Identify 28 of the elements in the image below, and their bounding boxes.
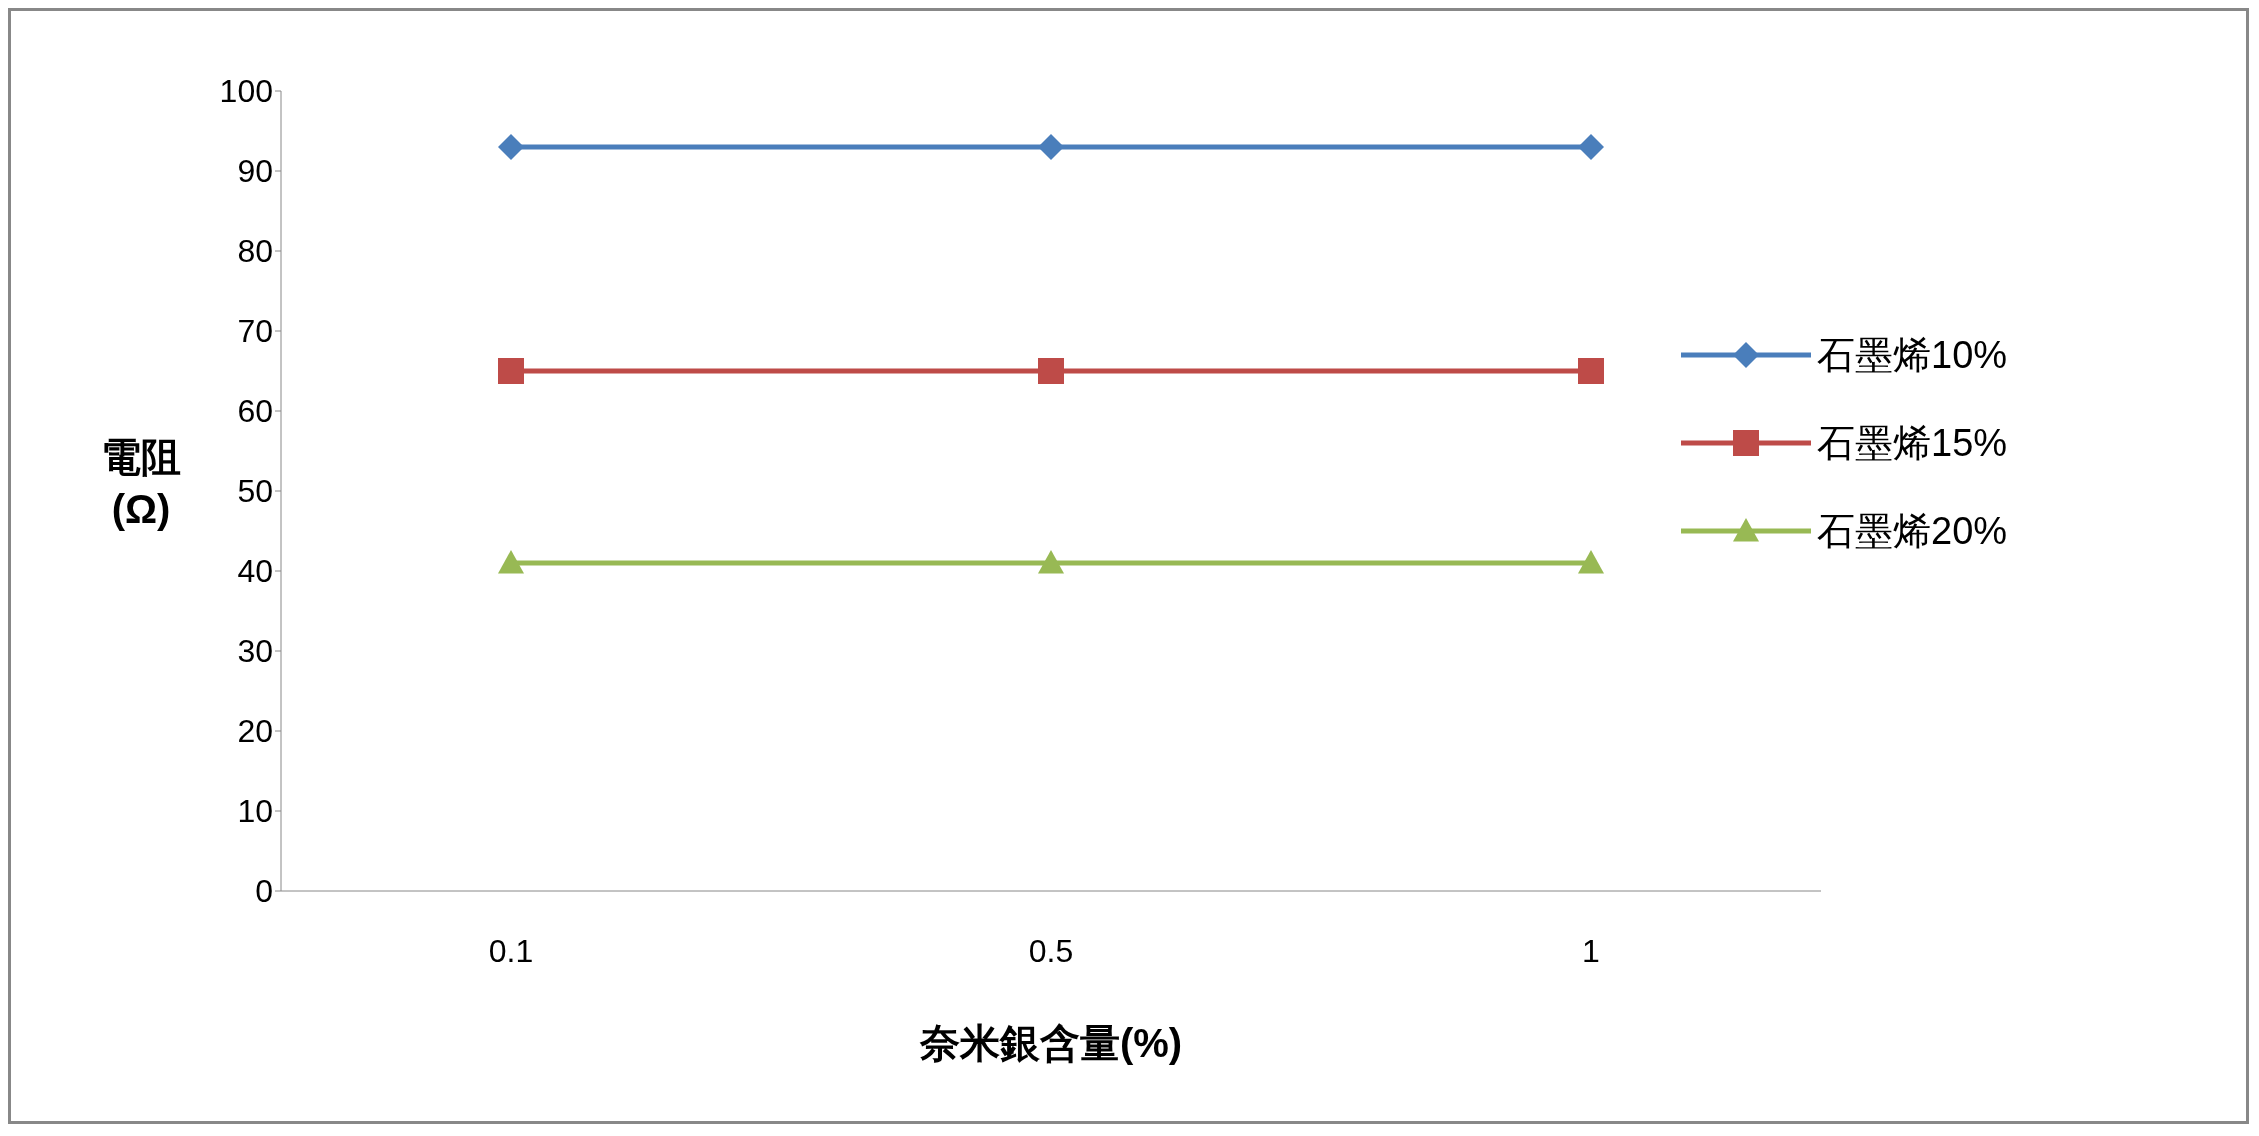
legend-label: 石墨烯10% [1817, 332, 2008, 378]
y-tick-label: 0 [255, 873, 273, 910]
point [1578, 134, 1604, 160]
point [498, 358, 524, 384]
y-tick-label: 90 [237, 153, 273, 190]
point [1578, 358, 1604, 384]
x-tick-label: 0.1 [488, 932, 534, 969]
point [1038, 358, 1064, 384]
point [498, 550, 524, 574]
point [1038, 550, 1064, 574]
y-tick-label: 40 [237, 553, 273, 590]
x-axis-title: 奈米銀含量(%) [918, 1020, 1184, 1067]
y-tick-label: 70 [237, 313, 273, 350]
legend-label: 石墨烯20% [1817, 508, 2008, 554]
x-tick-label: 1 [1582, 932, 1600, 969]
point [1578, 550, 1604, 574]
x-tick-label: 0.5 [1028, 932, 1074, 969]
y-tick-label: 20 [237, 713, 273, 750]
y-tick-label: 100 [219, 73, 273, 110]
y-tick-label: 30 [237, 633, 273, 670]
y-axis-title: 電阻(Ω) [101, 434, 181, 533]
point [498, 134, 524, 160]
y-tick-label: 60 [237, 393, 273, 430]
y-tick-label: 80 [237, 233, 273, 270]
point [1038, 134, 1064, 160]
y-tick-label: 50 [237, 473, 273, 510]
legend-label: 石墨烯15% [1817, 420, 2008, 466]
y-tick-label: 10 [237, 793, 273, 830]
